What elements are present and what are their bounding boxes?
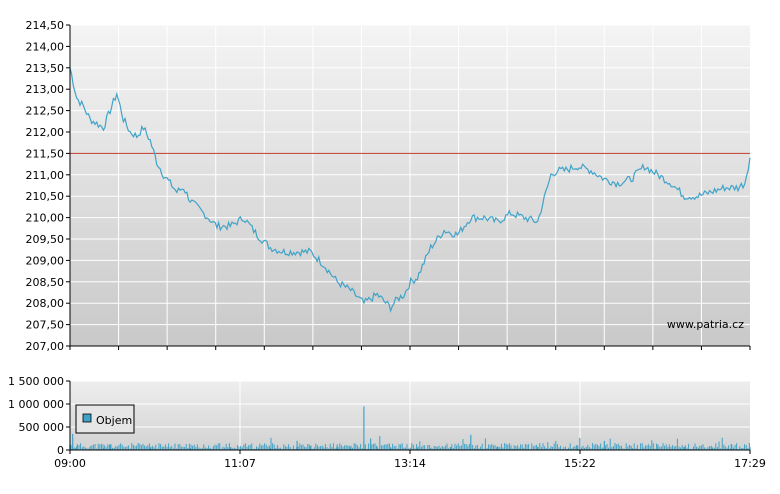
volume-y-tick-label: 1 000 000: [8, 398, 64, 411]
volume-x-tick-label: 15:22: [564, 457, 596, 470]
price-y-tick-label: 214,00: [26, 40, 65, 53]
volume-y-tick-label: 500 000: [19, 421, 65, 434]
price-y-tick-label: 207,50: [26, 319, 65, 332]
price-y-tick-label: 211,50: [26, 147, 65, 160]
volume-x-tick-label: 11:07: [224, 457, 256, 470]
volume-y-tick-label: 0: [57, 444, 64, 457]
price-y-tick-label: 213,50: [26, 62, 65, 75]
price-y-tick-label: 214,50: [26, 19, 65, 32]
price-y-tick-label: 209,00: [26, 254, 65, 267]
price-y-tick-label: 211,00: [26, 169, 65, 182]
price-y-tick-label: 212,00: [26, 126, 65, 139]
price-y-tick-label: 208,00: [26, 297, 65, 310]
price-y-tick-label: 212,50: [26, 105, 65, 118]
volume-x-tick-label: 13:14: [394, 457, 426, 470]
volume-legend-swatch: [83, 414, 91, 422]
volume-x-tick-label: 17:29: [734, 457, 766, 470]
volume-y-tick-label: 1 500 000: [8, 375, 64, 388]
watermark: www.patria.cz: [667, 318, 744, 331]
price-y-tick-label: 210,00: [26, 212, 65, 225]
price-y-tick-label: 207,00: [26, 340, 65, 353]
price-y-tick-label: 213,00: [26, 83, 65, 96]
price-y-tick-label: 208,50: [26, 276, 65, 289]
volume-legend-label: Objem: [96, 414, 132, 427]
volume-x-tick-label: 09:00: [54, 457, 86, 470]
price-y-tick-label: 210,50: [26, 190, 65, 203]
price-y-tick-label: 209,50: [26, 233, 65, 246]
